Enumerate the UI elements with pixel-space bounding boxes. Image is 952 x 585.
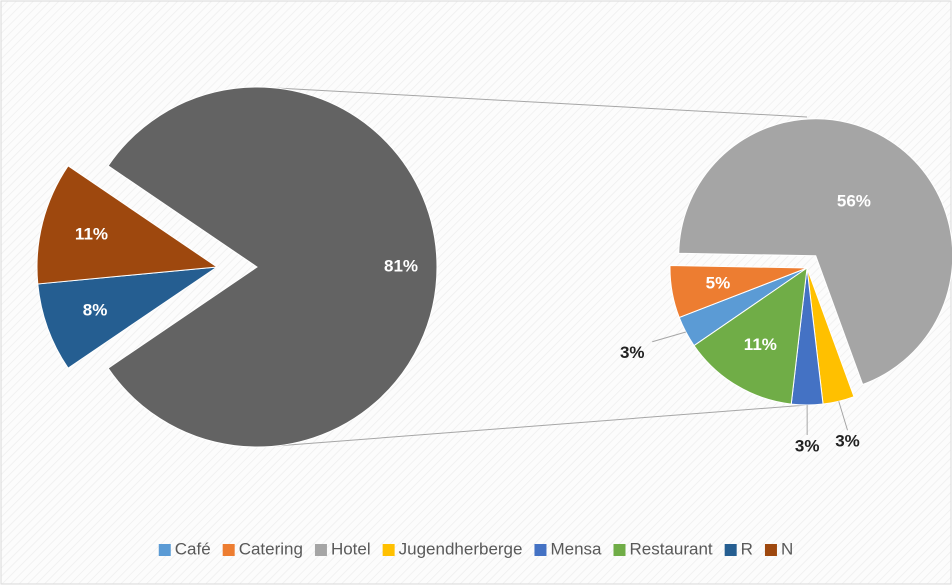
pie-slice — [37, 266, 218, 369]
leader-line — [838, 401, 849, 431]
legend-swatch — [382, 544, 395, 556]
legend: Café Catering Hotel Jugendherberge Mensa Rest… — [158, 539, 793, 558]
legend-swatch — [534, 544, 547, 556]
legend-label: R — [741, 539, 753, 558]
pie-slice — [678, 118, 952, 386]
legend-swatch — [222, 544, 235, 556]
legend-label: Hotel — [331, 539, 371, 558]
data-label: 8% — [83, 300, 108, 319]
data-label: 11% — [75, 224, 108, 243]
leader-line — [652, 331, 686, 343]
data-label: 81% — [384, 256, 418, 275]
legend-swatch — [724, 544, 737, 556]
legend-swatch — [314, 544, 327, 556]
data-label: 3% — [795, 436, 820, 455]
data-label: 3% — [620, 343, 645, 362]
legend-label: Restaurant — [630, 539, 713, 558]
legend-swatch — [158, 544, 171, 556]
legend-label: Catering — [239, 539, 303, 558]
pie-slice — [693, 266, 808, 405]
data-label: 56% — [837, 192, 871, 211]
legend-label: Jugendherberge — [399, 539, 523, 558]
data-label: 5% — [706, 273, 731, 292]
legend-swatch — [613, 544, 626, 556]
pie-slice — [669, 264, 808, 319]
connector-line — [275, 404, 808, 447]
pie-slice — [107, 86, 438, 448]
data-label: 11% — [744, 335, 777, 354]
legend-label: Mensa — [550, 539, 602, 558]
data-label: 3% — [835, 432, 860, 451]
legend-label: N — [781, 539, 793, 558]
legend-swatch — [764, 544, 777, 556]
pie-slice — [36, 165, 219, 285]
connector-line — [275, 87, 808, 118]
legend-label: Café — [175, 539, 211, 558]
